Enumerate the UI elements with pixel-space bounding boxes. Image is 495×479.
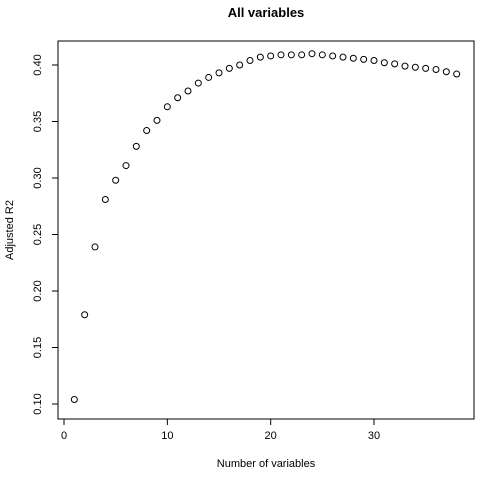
data-point — [225, 64, 233, 72]
x-axis-label: Number of variables — [217, 458, 316, 470]
data-point — [277, 51, 285, 59]
data-point — [391, 60, 399, 68]
data-point — [287, 51, 295, 59]
data-point — [112, 176, 120, 184]
chart-title: All variables — [228, 5, 305, 20]
data-point — [339, 53, 347, 61]
x-tick-label: 0 — [61, 430, 67, 442]
data-point — [70, 395, 78, 403]
data-point — [442, 68, 450, 76]
data-points — [70, 50, 461, 403]
data-point — [205, 73, 213, 81]
data-point — [329, 52, 337, 60]
data-point — [298, 51, 306, 59]
plot-frame — [57, 40, 475, 420]
y-tick-label: 0.30 — [32, 167, 44, 188]
data-point — [422, 64, 430, 72]
y-tick-label: 0.40 — [32, 54, 44, 75]
data-point — [215, 69, 223, 77]
data-point — [236, 61, 244, 69]
data-point — [308, 50, 316, 58]
data-point — [184, 87, 192, 95]
data-point — [91, 243, 99, 251]
x-tick-label: 30 — [368, 430, 380, 442]
data-point — [360, 55, 368, 63]
data-point — [132, 142, 140, 150]
data-point — [101, 195, 109, 203]
x-tick-label: 10 — [161, 430, 173, 442]
data-point — [194, 79, 202, 87]
data-point — [370, 56, 378, 64]
data-point — [256, 53, 264, 61]
x-tick-label: 20 — [265, 430, 277, 442]
data-point — [246, 56, 254, 64]
y-axis: 0.10 0.15 0.20 0.25 0.30 0.35 0.40 — [32, 54, 58, 415]
data-point — [163, 103, 171, 111]
data-point — [401, 62, 409, 70]
y-tick-label: 0.15 — [32, 337, 44, 358]
data-point — [267, 52, 275, 60]
data-point — [411, 63, 419, 71]
y-axis-label: Adjusted R2 — [4, 200, 16, 260]
data-point — [81, 311, 89, 319]
data-point — [153, 116, 161, 124]
data-point — [380, 59, 388, 67]
data-point — [174, 94, 182, 102]
y-tick-label: 0.10 — [32, 393, 44, 414]
x-axis: 0 10 20 30 — [61, 419, 380, 442]
data-point — [453, 70, 461, 78]
data-point — [349, 54, 357, 62]
data-point — [432, 66, 440, 74]
data-point — [122, 162, 130, 170]
data-point — [143, 127, 151, 135]
y-tick-label: 0.25 — [32, 224, 44, 245]
y-tick-label: 0.20 — [32, 280, 44, 301]
y-tick-label: 0.35 — [32, 111, 44, 132]
data-point — [318, 51, 326, 59]
